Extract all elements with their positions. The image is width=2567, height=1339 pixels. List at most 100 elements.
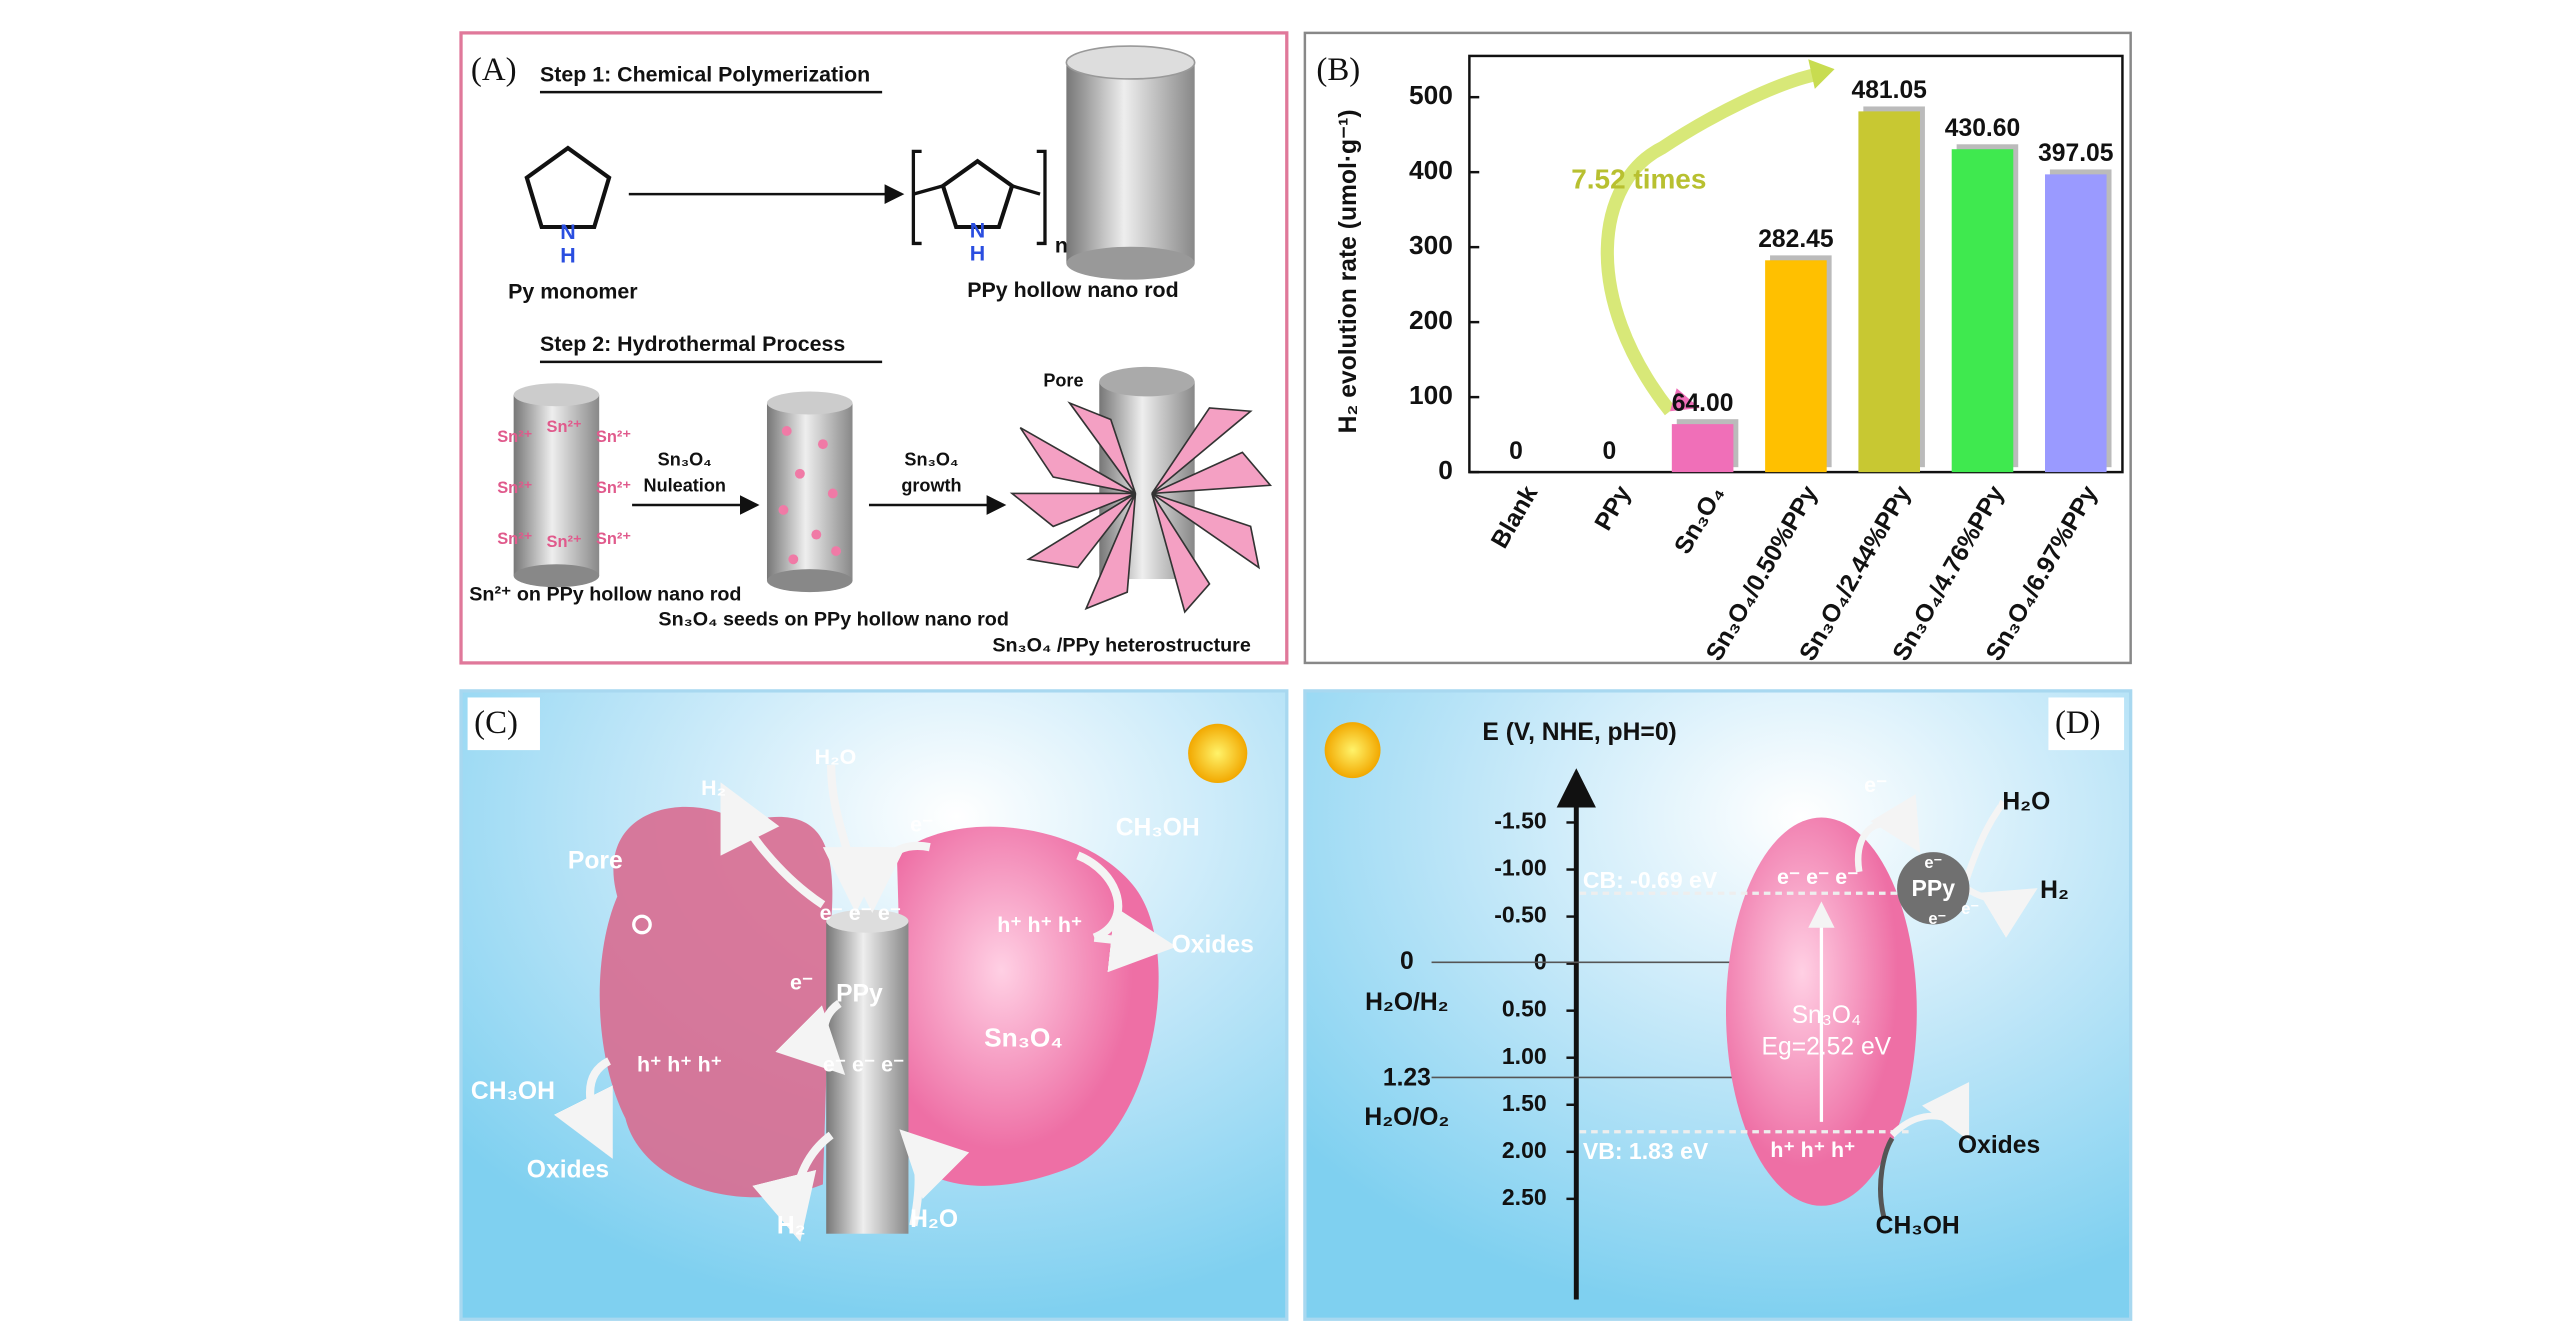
flow-arrows (553, 764, 1177, 1242)
step-label: Nuleation (644, 476, 726, 496)
scale-label: -0.50 (1494, 902, 1546, 928)
axis-title: E (V, NHE, pH=0) (1482, 719, 1676, 746)
rod-bottom (513, 564, 600, 588)
atom: H (560, 243, 575, 267)
species: CH₃OH (1876, 1213, 1960, 1240)
rod (826, 921, 909, 1234)
panel-d-frame (1303, 689, 2133, 1321)
pore-mark (632, 914, 652, 935)
electron: e⁻ (1928, 910, 1946, 928)
y-tick-label: 100 (1409, 380, 1453, 410)
ion: Sn²⁺ (497, 479, 532, 497)
electron: e⁻ (910, 812, 933, 836)
value-label: 64.00 (1672, 390, 1734, 417)
value-label: 0 (1602, 438, 1616, 465)
y-tick-label: 400 (1409, 155, 1453, 185)
species: Oxides (1172, 931, 1254, 958)
sun (1188, 723, 1248, 784)
rod-top (1065, 45, 1196, 80)
caption: Sn₃O₄ /PPy heterostructure (992, 635, 1251, 657)
material-label: Sn₃O₄ (1792, 1002, 1861, 1029)
scale-label: -1.00 (1494, 855, 1546, 881)
step-title: Step 2: Hydrothermal Process (540, 332, 845, 356)
step-title: Step 1: Chemical Polymerization (540, 62, 870, 86)
value-label: 397.05 (2038, 140, 2114, 167)
transfer-arrow (1878, 1137, 1895, 1218)
rod (1066, 62, 1195, 264)
label-box (467, 697, 540, 751)
pyrrole-ring (524, 145, 612, 230)
level-label: H₂O/H₂ (1365, 989, 1449, 1016)
species: H₂ (777, 1213, 806, 1240)
bar (2044, 174, 2107, 473)
electron: e⁻ (1961, 900, 1979, 918)
species: H₂O (815, 745, 857, 769)
electron: e⁻ (1864, 773, 1887, 797)
transfer-arrow (1854, 794, 1921, 873)
band-label: VB: 1.83 eV (1583, 1138, 1709, 1164)
transfer-arrow (1964, 885, 2038, 938)
ion: Sn²⁺ (497, 428, 532, 446)
caption: PPy hollow nano rod (967, 278, 1178, 302)
species: Oxides (1958, 1132, 2040, 1159)
petal-right (896, 826, 1159, 1186)
step-label: Sn₃O₄ (904, 449, 958, 469)
ion: Sn²⁺ (596, 479, 631, 497)
band-gap: Eg=2.52 eV (1762, 1033, 1892, 1060)
bond (1011, 184, 1041, 196)
species: H₂O (2002, 788, 2050, 815)
rod (513, 394, 600, 576)
value-label: 0 (1509, 438, 1523, 465)
ion: Sn²⁺ (497, 530, 532, 548)
rod-bottom (1066, 246, 1195, 280)
ppy-particle (1897, 852, 1970, 925)
value-label: 282.45 (1758, 226, 1834, 253)
step-label: Sn₃O₄ (658, 449, 712, 469)
panel-label: (D) (2055, 705, 2101, 741)
panel-label: (C) (474, 705, 518, 741)
label-box (2048, 697, 2125, 751)
y-tick-label: 500 (1409, 80, 1453, 110)
caption: Sn₃O₄ seeds on PPy hollow nano rod (658, 608, 1009, 630)
caption: Py monomer (508, 279, 637, 303)
y-axis-label: H₂ evolution rate (umol·g⁻¹) (1335, 109, 1362, 433)
electron: e⁻ (1924, 854, 1942, 872)
annotation: 7.52 times (1571, 163, 1706, 194)
level-value: 1.23 (1383, 1065, 1431, 1092)
species: H₂ (701, 776, 726, 800)
panel-label: (A) (471, 52, 517, 88)
electron: e⁻ (790, 970, 813, 994)
seeds (778, 426, 842, 565)
atom: N (560, 220, 575, 244)
rod-label: PPy (836, 981, 883, 1008)
level-value: 0 (1400, 948, 1414, 975)
scale-label: 2.00 (1502, 1137, 1547, 1163)
y-tick-label: 0 (1438, 455, 1453, 485)
ion: Sn²⁺ (547, 418, 582, 436)
bar (1671, 424, 1734, 473)
annotation-arrow-head (1808, 59, 1835, 89)
scale-label: -1.50 (1494, 808, 1546, 834)
level-label: H₂O/O₂ (1364, 1104, 1449, 1131)
transfer-arrow (1889, 1082, 1970, 1141)
scale-label: 1.50 (1502, 1090, 1547, 1116)
bar (1951, 149, 2014, 473)
holes: h⁺ h⁺ h⁺ (997, 913, 1082, 937)
bond (912, 184, 944, 196)
annotation-arrow-head (1670, 388, 1700, 412)
sun (1324, 722, 1381, 779)
bracket (911, 149, 1047, 246)
value-label: 430.60 (1945, 115, 2020, 142)
ion: Sn²⁺ (547, 533, 582, 551)
rod-bottom (766, 569, 853, 593)
pore-label: Pore (568, 847, 623, 874)
species: Oxides (527, 1157, 609, 1184)
polymer-ring (940, 158, 1015, 230)
species: CH₃OH (471, 1078, 555, 1105)
bar (1858, 111, 1920, 473)
ppy-label: PPy (1912, 875, 1956, 901)
heterostructure (1009, 366, 1273, 614)
